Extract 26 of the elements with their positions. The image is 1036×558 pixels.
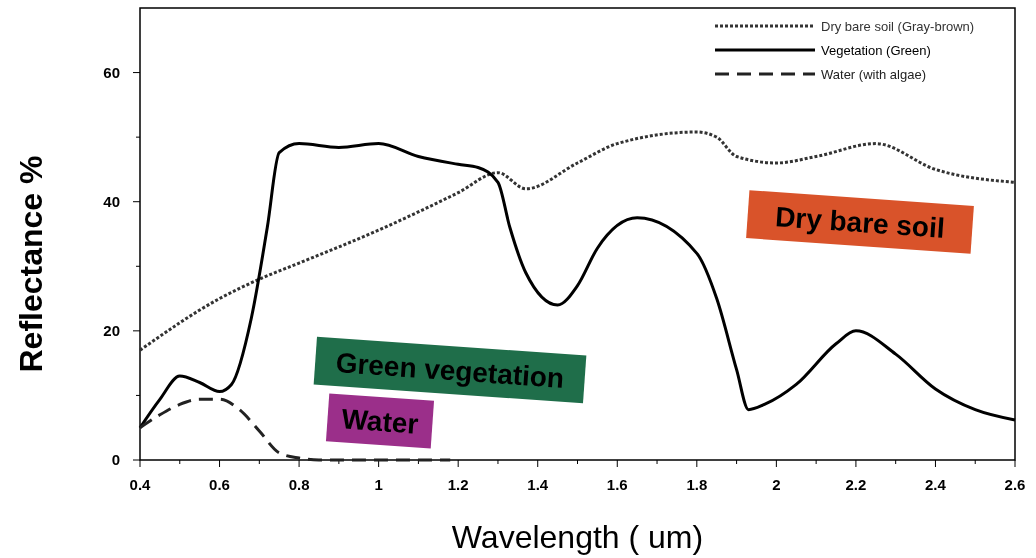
x-tick-label: 0.6 [209, 476, 230, 493]
y-tick-label: 0 [111, 451, 120, 468]
x-tick-label: 2 [772, 476, 781, 493]
annotation: Dry bare soil [774, 201, 946, 244]
x-tick-label: 1.6 [606, 476, 628, 493]
x-tick-label: 1.8 [686, 476, 708, 493]
y-tick-label: 20 [103, 321, 120, 339]
x-tick-label: 2.4 [925, 476, 947, 493]
x-tick-label: 1.4 [527, 476, 549, 493]
x-tick-label: 1 [374, 476, 383, 493]
x-axis-title: Wavelength ( um) [451, 519, 704, 555]
x-tick-label: 0.4 [129, 476, 152, 493]
y-axis-title: Reflectance % [13, 155, 49, 373]
text: Dry bare soil (Gray-brown) [821, 19, 975, 34]
text: Vegetation (Green) [821, 43, 931, 58]
annotation: Water [340, 403, 420, 440]
y-tick-label: 60 [103, 63, 120, 81]
y-tick-label: 40 [103, 192, 120, 210]
text: Water (with algae) [821, 67, 926, 82]
annotation: Green vegetation [334, 347, 566, 394]
x-tick-label: 2.2 [845, 476, 867, 493]
x-tick-label: 2.6 [1004, 476, 1026, 493]
x-tick-label: 0.8 [288, 476, 310, 493]
x-tick-label: 1.2 [447, 476, 469, 493]
line-series [138, 397, 452, 462]
line-series [138, 130, 1017, 352]
